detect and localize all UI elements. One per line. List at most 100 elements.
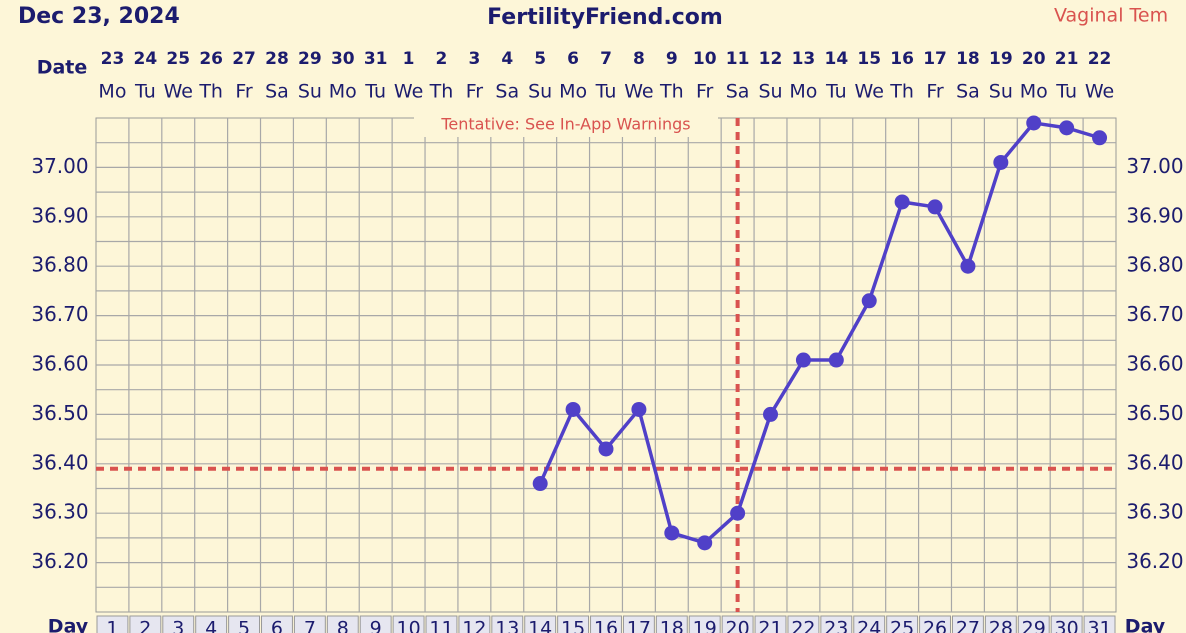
y-tick-label: 36.40: [31, 450, 88, 474]
weekday-label: Th: [198, 81, 223, 103]
weekday-label: Fr: [696, 81, 714, 103]
y-tick-label: 36.60: [1126, 352, 1183, 376]
day-cell: [96, 615, 129, 633]
day-cell: [1050, 615, 1083, 633]
date-label: 16: [890, 49, 914, 69]
date-label: 9: [666, 49, 678, 69]
temp-method: Vaginal Tem: [1054, 5, 1168, 27]
weekday-label: Mo: [1020, 81, 1048, 103]
weekday-label: Fr: [926, 81, 944, 103]
date-label: 23: [101, 49, 125, 69]
day-cell: [622, 615, 655, 633]
temp-point: [795, 352, 811, 368]
date-label: 18: [956, 49, 980, 69]
day-cell: [853, 615, 886, 633]
date-label: 11: [726, 49, 750, 69]
temp-point: [565, 401, 581, 417]
y-tick-label: 36.70: [1126, 302, 1183, 326]
weekday-label: Tu: [1055, 81, 1077, 103]
date-label: 31: [364, 49, 388, 69]
temp-point: [1092, 130, 1108, 146]
weekday-label: Fr: [235, 81, 253, 103]
y-tick-label: 36.30: [31, 500, 88, 524]
y-tick-label: 37.00: [1126, 154, 1183, 178]
day-cell: [195, 615, 228, 633]
date-label: 8: [633, 49, 645, 69]
day-cell: [919, 615, 951, 633]
day-cell: [228, 615, 261, 633]
weekday-label: Fr: [466, 81, 484, 103]
day-cell: [524, 615, 557, 633]
weekday-label: We: [394, 81, 423, 103]
date-label: 19: [989, 49, 1013, 69]
day-cell: [1083, 615, 1116, 633]
date-label: 20: [1022, 49, 1046, 69]
temp-point: [730, 505, 746, 521]
day-cell: [425, 615, 458, 633]
day-cell: [886, 615, 919, 633]
day-label: Day: [48, 616, 89, 633]
day-number: 19: [693, 618, 717, 633]
weekday-label: We: [164, 81, 193, 103]
day-number: 7: [304, 618, 316, 633]
date-label: 13: [792, 49, 816, 69]
day-cell: [820, 615, 853, 633]
date-label: 14: [824, 49, 848, 69]
day-label: Day: [1125, 616, 1166, 633]
day-number: 2: [139, 618, 151, 633]
weekday-label: We: [1085, 81, 1114, 103]
temp-point: [927, 199, 943, 215]
weekday-label: Su: [989, 81, 1013, 103]
weekday-label: Su: [298, 81, 322, 103]
weekday-label: Tu: [825, 81, 847, 103]
day-number: 21: [758, 618, 782, 633]
day-number: 14: [528, 618, 552, 633]
temp-point: [598, 441, 614, 457]
weekday-label: Th: [889, 81, 914, 103]
date-label: 26: [199, 49, 223, 69]
day-cell: [721, 615, 754, 633]
day-number: 20: [726, 618, 750, 633]
y-tick-label: 36.90: [31, 203, 88, 227]
y-tick-label: 36.30: [1126, 500, 1183, 524]
date-label: 24: [134, 49, 158, 69]
temp-point: [532, 476, 548, 492]
temp-point: [960, 258, 976, 274]
y-tick-label: 36.80: [31, 253, 88, 277]
date-label: Date: [37, 57, 88, 79]
weekday-label: Sa: [495, 81, 519, 103]
day-number: 17: [627, 618, 651, 633]
day-number: 24: [857, 618, 881, 633]
temp-point: [1059, 120, 1075, 136]
day-cell: [392, 615, 425, 633]
day-cell: [491, 615, 524, 633]
weekday-label: Sa: [956, 81, 980, 103]
day-number: 10: [396, 618, 420, 633]
chart-title: FertilityFriend.com: [487, 5, 723, 30]
date-label: 6: [567, 49, 579, 69]
temp-line: [538, 121, 1101, 545]
day-cell: [1017, 615, 1050, 633]
y-tick-label: 36.50: [1126, 401, 1183, 425]
day-number: 9: [370, 618, 382, 633]
day-number: 26: [923, 618, 947, 633]
date-label: 1: [403, 49, 415, 69]
date-label: 5: [534, 49, 546, 69]
day-number: 13: [495, 618, 519, 633]
day-cell: [458, 615, 491, 633]
day-number: 6: [271, 618, 283, 633]
day-cell: [590, 615, 622, 633]
day-cell: [129, 615, 162, 633]
temp-point: [697, 535, 713, 551]
annotation: Tentative: See In-App Warnings: [440, 115, 690, 134]
date-label: 28: [265, 49, 289, 69]
day-cell: [754, 615, 787, 633]
day-cell: [688, 615, 721, 633]
weekday-label: Su: [758, 81, 782, 103]
weekday-label: Th: [429, 81, 454, 103]
y-tick-label: 36.90: [1126, 203, 1183, 227]
weekday-label: Tu: [364, 81, 386, 103]
day-number: 22: [791, 618, 815, 633]
date-label: 30: [331, 49, 355, 69]
